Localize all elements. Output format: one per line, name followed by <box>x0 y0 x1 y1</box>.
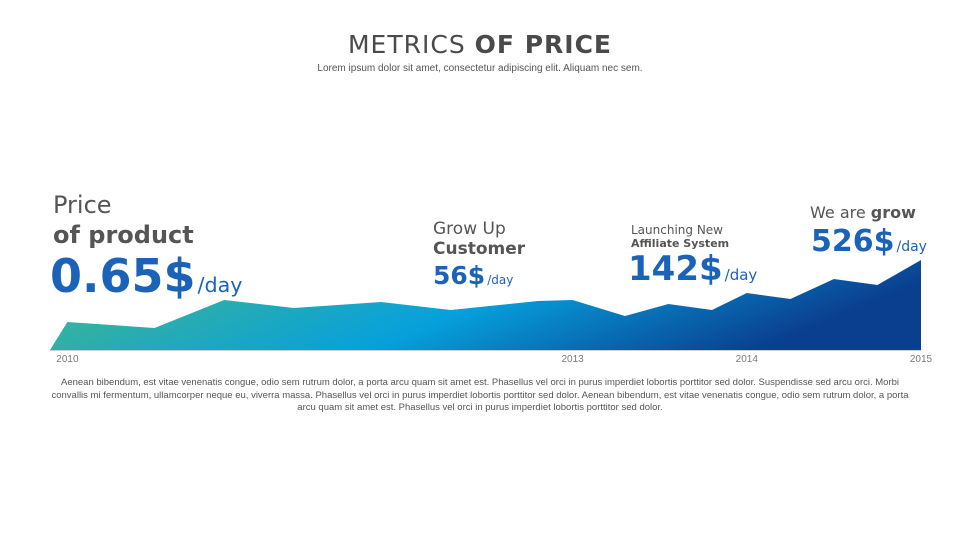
callout-4-unit: /day <box>896 239 927 255</box>
callout-2-line1: Grow Up <box>433 219 506 239</box>
callout-1-unit: /day <box>197 273 243 297</box>
x-tick-label-2010: 2010 <box>56 354 79 365</box>
callout-3-amount: 142$ <box>628 249 723 289</box>
page-subtitle: Lorem ipsum dolor sit amet, consectetur … <box>317 63 643 74</box>
callout-2-unit: /day <box>487 273 514 287</box>
x-tick-label-2013: 2013 <box>561 354 584 365</box>
title-light: METRICS <box>347 30 466 59</box>
title-bold: OF PRICE <box>474 30 612 59</box>
callout-1-line1: Price <box>53 191 112 219</box>
x-tick-label-2014: 2014 <box>736 354 759 365</box>
x-tick-label-2015: 2015 <box>910 354 933 365</box>
callout-2-value: 56$/day <box>433 261 513 295</box>
page-title: METRICS OF PRICE <box>0 30 960 59</box>
callout-1-line2: of product <box>53 221 194 249</box>
callout-4-word-bold: grow <box>870 203 916 222</box>
callout-3-line2: Affiliate System <box>631 237 730 250</box>
callout-4-amount: 526$ <box>811 224 895 259</box>
callout-2-line2: Customer <box>433 239 526 259</box>
callout-3-unit: /day <box>724 266 758 284</box>
price-area <box>50 260 921 350</box>
callout-4-word: We are <box>810 203 866 222</box>
callout-1-amount: 0.65$ <box>50 249 196 303</box>
callout-3-value: 142$/day <box>628 250 757 294</box>
callout-3-line1: Launching New <box>631 223 723 237</box>
callout-1-value: 0.65$/day <box>50 250 243 311</box>
callout-2-amount: 56$ <box>433 261 486 290</box>
callout-4-line1: We are grow <box>810 203 916 222</box>
callout-4-value: 526$/day <box>811 224 927 265</box>
body-paragraph: Aenean bibendum, est vitae venenatis con… <box>51 377 909 413</box>
